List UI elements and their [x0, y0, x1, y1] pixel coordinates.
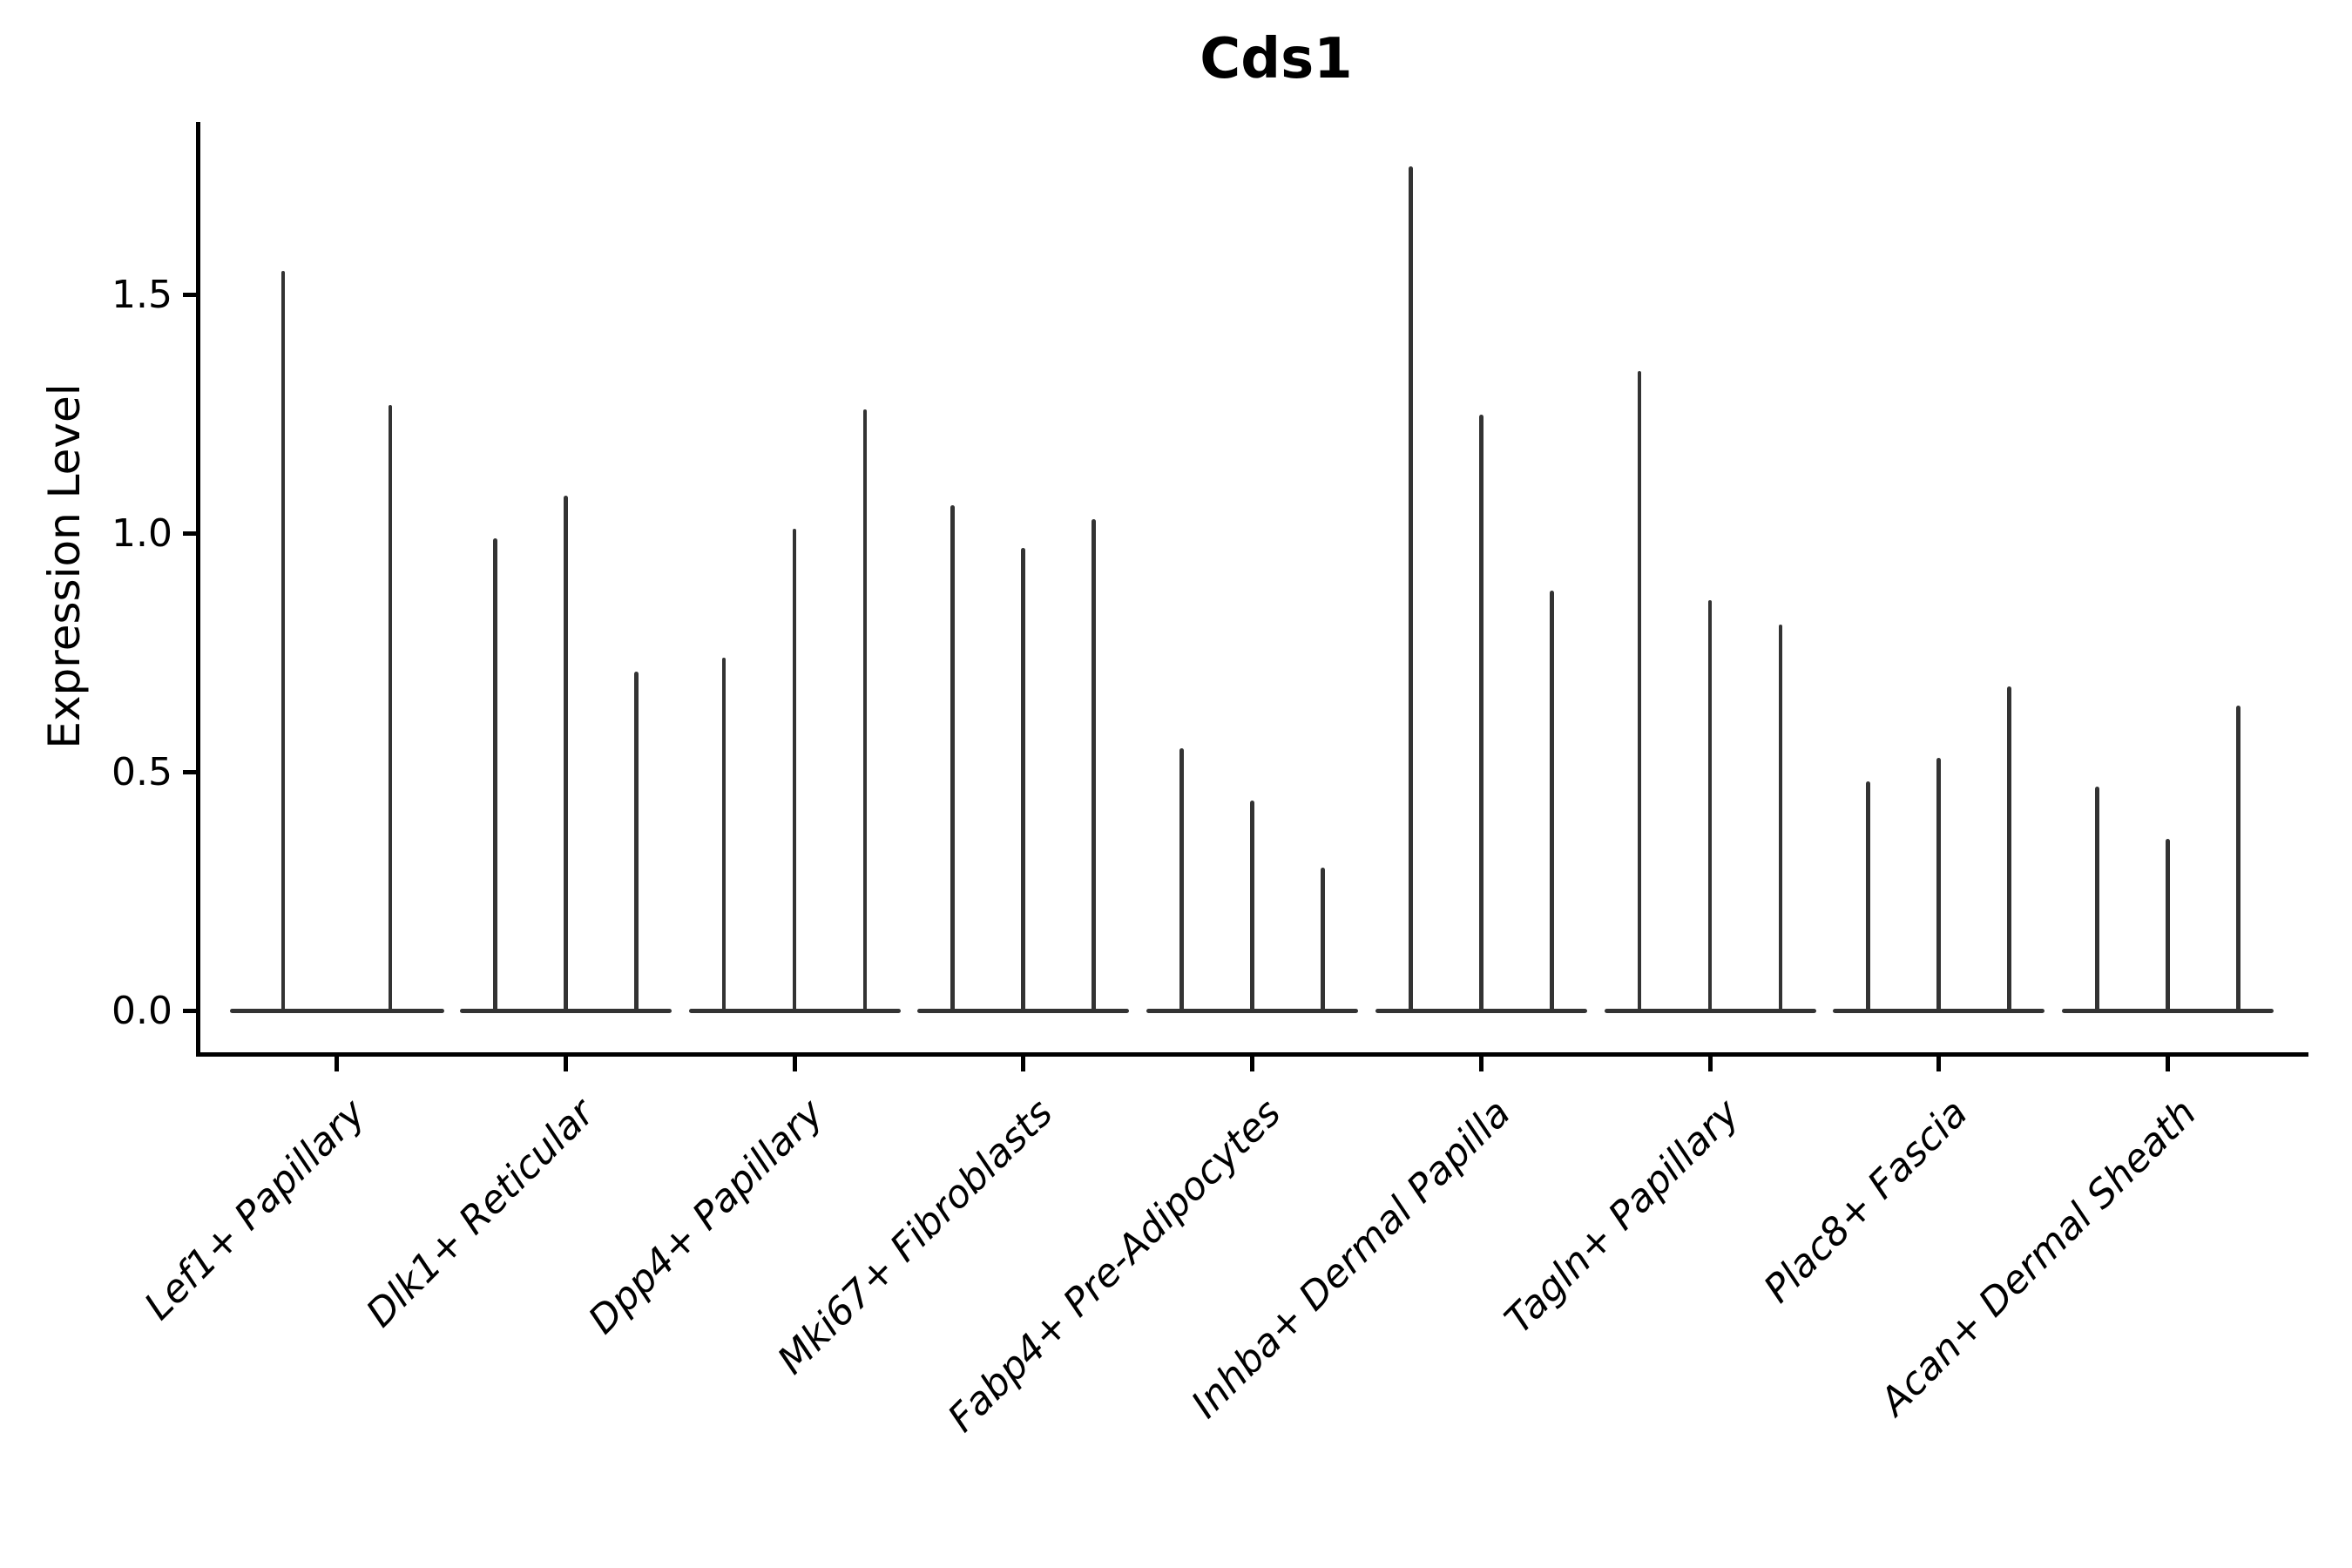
violin-spike — [280, 271, 286, 1013]
violin-spike — [388, 404, 393, 1013]
violin-spike — [2007, 686, 2012, 1013]
x-tick-mark — [1250, 1057, 1254, 1071]
x-axis-spine — [196, 1052, 2308, 1057]
y-tick-label: 0.0 — [112, 988, 172, 1033]
violin-spike — [1707, 600, 1713, 1013]
violin-spike — [862, 409, 868, 1013]
violin-spike — [1936, 758, 1942, 1013]
x-tick-label: Tagln+ Papillary — [1496, 1091, 1748, 1342]
y-axis-spine — [196, 122, 200, 1057]
x-tick-label: Dlk1+ Reticular — [358, 1091, 604, 1336]
violin-spike — [1778, 624, 1783, 1013]
y-tick-label: 1.0 — [112, 510, 172, 556]
x-tick-label: Lef1+ Papillary — [136, 1091, 375, 1329]
violin-spike — [492, 537, 497, 1013]
x-tick-mark — [1707, 1057, 1713, 1071]
violin-spike — [1478, 414, 1484, 1013]
y-tick-mark — [183, 531, 196, 536]
y-tick-label: 0.5 — [112, 749, 172, 794]
violin-spike — [1549, 591, 1554, 1013]
violin-spike — [950, 504, 956, 1013]
violin-spike — [1021, 547, 1026, 1013]
x-tick-label: Plac8+ Fascia — [1755, 1091, 1977, 1312]
chart-title: Cds1 — [1200, 27, 1353, 91]
x-tick-mark — [563, 1057, 568, 1071]
y-tick-mark — [183, 1009, 196, 1013]
violin-spike — [633, 672, 639, 1013]
y-tick-label: 1.5 — [112, 272, 172, 317]
x-tick-mark — [1936, 1057, 1942, 1071]
violin-spike — [2236, 705, 2240, 1013]
violin-baseline — [229, 1009, 444, 1013]
violin-spike — [1321, 868, 1325, 1013]
violin-spike — [792, 529, 797, 1013]
x-tick-mark — [792, 1057, 797, 1071]
violin-spike — [1250, 801, 1254, 1013]
x-tick-mark — [1478, 1057, 1484, 1071]
x-tick-mark — [1021, 1057, 1026, 1071]
violin-spike — [1637, 371, 1642, 1013]
y-tick-mark — [183, 770, 196, 774]
y-axis-label: Expression Level — [39, 383, 90, 749]
violin-spike — [1408, 166, 1413, 1013]
x-tick-mark — [335, 1057, 339, 1071]
violin-spike — [2166, 839, 2170, 1013]
violin-spike — [1092, 519, 1097, 1013]
violin-spike — [1866, 781, 1871, 1013]
x-tick-mark — [2166, 1057, 2170, 1071]
violin-spike — [563, 495, 568, 1013]
y-tick-mark — [183, 293, 196, 297]
violin-spike — [1179, 748, 1184, 1013]
violin-spike — [721, 657, 727, 1013]
violin-spike — [2095, 786, 2099, 1013]
x-tick-label: Dpp4+ Papillary — [580, 1091, 833, 1343]
